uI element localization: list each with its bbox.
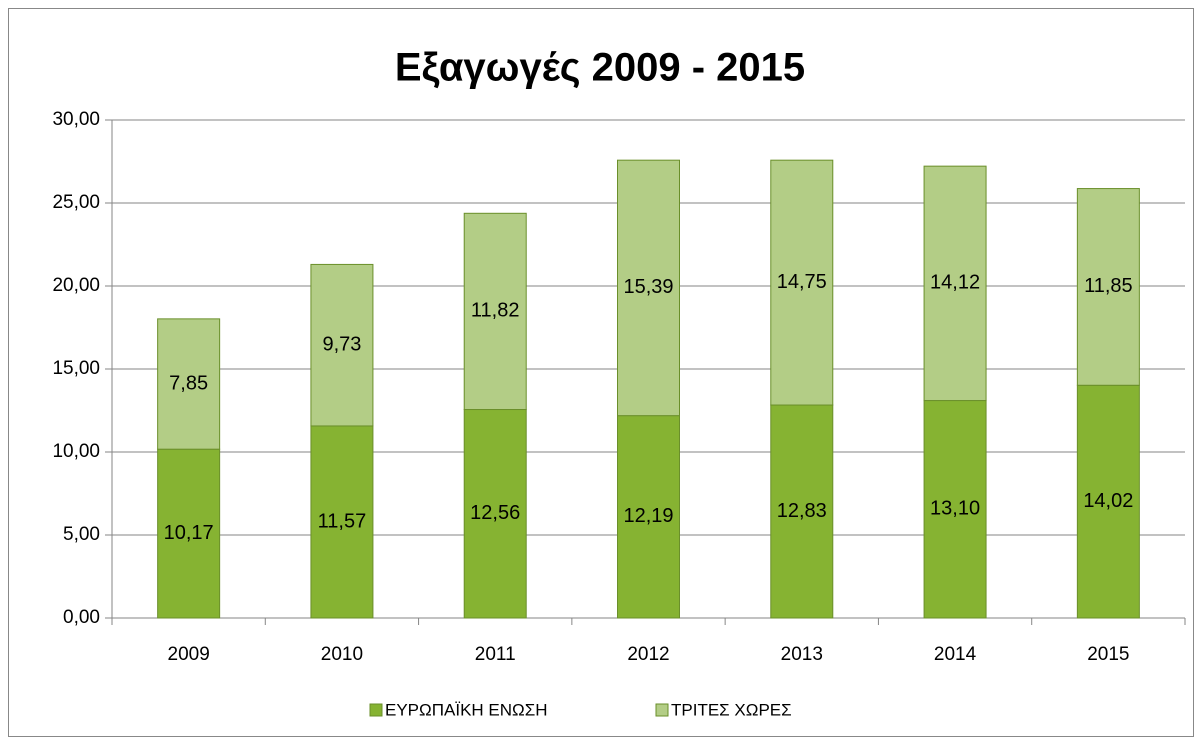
legend-swatch (655, 703, 669, 717)
x-tick-label: 2011 (475, 644, 516, 665)
y-tick-label: 15,00 (52, 358, 100, 379)
y-tick-label: 5,00 (63, 524, 100, 545)
y-tick-label: 0,00 (63, 607, 100, 628)
bar-segment (463, 409, 527, 619)
bar-segment (1076, 384, 1140, 619)
data-label: 9,73 (322, 333, 361, 355)
x-tick-label: 2014 (934, 644, 977, 665)
bar-segment (157, 318, 221, 450)
data-label: 12,19 (623, 505, 673, 527)
data-label: 11,57 (318, 510, 367, 532)
data-label: 11,82 (471, 300, 520, 322)
y-tick-label: 10,00 (52, 441, 100, 462)
bar-segment (923, 165, 987, 402)
bar-segment (770, 404, 834, 619)
bar-segment (310, 425, 374, 619)
bar-segment (157, 448, 221, 619)
x-tick-label: 2012 (627, 644, 669, 665)
legend-swatch (369, 703, 383, 717)
y-tick-label: 20,00 (52, 275, 100, 296)
x-tick-label: 2013 (781, 644, 823, 665)
legend-label: ΕΥΡΩΠΑΪΚΗ ΕΝΩΣΗ (385, 700, 548, 719)
bar-segment (310, 263, 374, 427)
chart-title: Εξαγωγές 2009 - 2015 (395, 46, 805, 90)
bar-segment (923, 400, 987, 619)
data-label: 12,56 (470, 502, 520, 524)
y-tick-label: 25,00 (52, 192, 100, 213)
data-label: 14,12 (930, 272, 980, 294)
x-tick-label: 2015 (1087, 644, 1129, 665)
data-label: 10,17 (164, 522, 214, 544)
data-label: 7,85 (169, 372, 208, 394)
x-tick-label: 2009 (168, 644, 210, 665)
data-label: 15,39 (623, 276, 673, 298)
bar-segment (617, 159, 680, 417)
data-label: 14,75 (777, 271, 827, 293)
bar-segment (617, 415, 680, 619)
y-tick-label: 30,00 (52, 109, 100, 130)
legend-label: ΤΡΙΤΕΣ ΧΩΡΕΣ (671, 700, 792, 719)
data-label: 11,85 (1084, 275, 1133, 297)
x-tick-label: 2010 (321, 644, 363, 665)
bar-segment (1076, 188, 1140, 386)
bar-segment (770, 159, 834, 406)
data-label: 13,10 (930, 498, 980, 520)
data-label: 14,02 (1083, 490, 1133, 512)
bar-segment (463, 212, 527, 411)
data-label: 12,83 (777, 500, 827, 522)
